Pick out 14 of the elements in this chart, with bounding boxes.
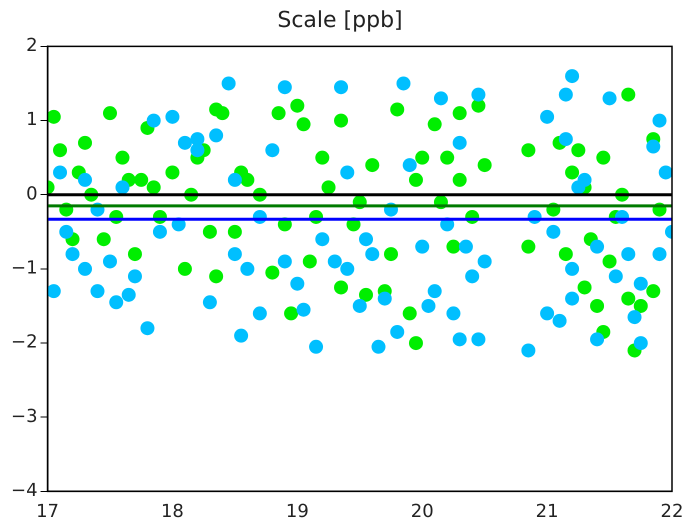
y-tick-label: −2 xyxy=(10,332,38,353)
y-tick-label: −4 xyxy=(10,480,38,502)
y-tick-label: −3 xyxy=(10,406,38,427)
x-tick-label: 21 xyxy=(536,500,559,522)
x-tick-label: 17 xyxy=(36,500,59,522)
chart-title: Scale [ppb] xyxy=(277,8,403,33)
x-tick-label: 19 xyxy=(286,500,309,522)
x-tick-label: 18 xyxy=(160,500,184,522)
y-tick-label: 2 xyxy=(26,35,38,56)
x-tick-label: 22 xyxy=(660,500,684,522)
y-tick-label: 1 xyxy=(26,109,38,130)
x-tick-label: 20 xyxy=(410,500,434,522)
y-tick-label: −1 xyxy=(10,258,38,279)
y-tick-label: 0 xyxy=(26,183,38,204)
